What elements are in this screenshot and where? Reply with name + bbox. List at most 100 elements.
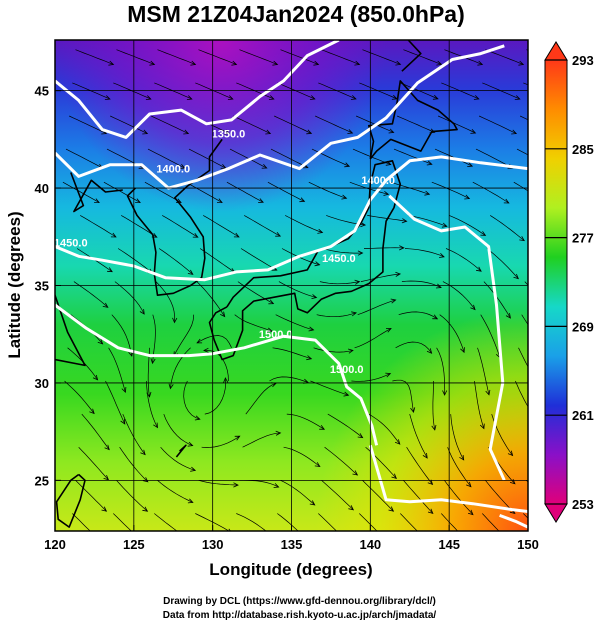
streamline (283, 446, 321, 467)
streamline (78, 446, 109, 481)
streamline-arrowhead (345, 539, 350, 544)
wind-streamlines (62, 49, 541, 546)
streamline-arrowhead (459, 454, 465, 461)
streamline-arrowhead (216, 198, 223, 203)
streamline-arrowhead (149, 60, 156, 66)
streamline (234, 314, 273, 332)
credit-dcl: Drawing by DCL (https://www.gfd-dennou.o… (163, 596, 436, 607)
streamline-arrowhead (223, 377, 229, 383)
streamline-arrowhead (102, 302, 109, 308)
streamline (154, 513, 178, 531)
streamline-arrowhead (261, 163, 268, 169)
streamline (122, 413, 146, 455)
streamline (163, 413, 193, 446)
streamline-arrowhead (150, 358, 156, 365)
streamline (64, 380, 95, 414)
y-axis-label: Latitude (degrees) (5, 211, 24, 358)
coastline (401, 40, 422, 72)
height-contours: 1350.0 1400.0 1400.0 1450.0 1450.0 1500.0 1500… (55, 40, 528, 529)
streamline (170, 347, 191, 389)
streamline (185, 181, 223, 203)
streamline-arrowhead (233, 482, 239, 488)
streamline (396, 115, 435, 133)
streamline (482, 513, 500, 531)
streamline-arrowhead (460, 347, 465, 354)
streamline-arrowhead (536, 384, 541, 389)
streamline-arrowhead (479, 423, 485, 430)
streamline (117, 248, 153, 274)
streamline-arrowhead (319, 425, 326, 430)
streamline-arrowhead (92, 374, 99, 381)
streamline-arrowhead (426, 160, 433, 166)
streamline (401, 280, 442, 288)
streamline (108, 347, 126, 393)
streamline-arrowhead (426, 348, 433, 354)
streamline-arrowhead (309, 500, 316, 506)
colorbar-tick-label: 293 (572, 53, 594, 68)
streamline-arrowhead (146, 391, 152, 398)
streamline-arrowhead (273, 483, 280, 488)
streamline (269, 376, 309, 383)
streamline (195, 513, 230, 531)
streamline (445, 248, 482, 272)
streamline (392, 379, 414, 413)
streamline (278, 281, 317, 298)
streamline-arrowhead (94, 198, 100, 203)
streamline-arrowhead (275, 430, 282, 436)
streamline-arrowhead (519, 236, 525, 242)
streamline-arrowhead (268, 95, 275, 100)
streamline (400, 513, 418, 531)
streamline-arrowhead (311, 294, 318, 299)
streamline-arrowhead (388, 128, 395, 134)
streamline-arrowhead (436, 60, 443, 66)
y-axis: 25 30 35 40 45 (35, 84, 61, 488)
contour-label: 1500.0 (330, 364, 364, 376)
streamline-arrowhead (101, 506, 108, 512)
streamline-arrowhead (344, 162, 351, 168)
streamline-arrowhead (305, 538, 310, 543)
streamline (486, 248, 519, 279)
streamline (321, 480, 354, 511)
streamline (274, 115, 312, 134)
y-tick-label: 25 (35, 473, 49, 488)
streamline-arrowhead (507, 450, 514, 457)
streamline-arrowhead (258, 198, 264, 203)
streamline-arrowhead (354, 279, 361, 285)
streamline (81, 413, 110, 450)
coastline (55, 293, 86, 367)
x-tick-label: 125 (123, 537, 145, 552)
streamline (406, 447, 433, 485)
streamline-arrowhead (103, 474, 110, 481)
height-contour (368, 444, 528, 513)
streamline (270, 148, 308, 168)
streamline (116, 49, 155, 65)
streamline (272, 347, 312, 360)
streamline-arrowhead (383, 190, 390, 196)
streamline (72, 513, 91, 531)
streamline-arrowhead (352, 470, 359, 476)
streamline (114, 281, 145, 315)
streamline (409, 414, 428, 459)
streamline-arrowhead (508, 541, 513, 546)
streamline-arrowhead (442, 390, 448, 396)
streamline (157, 480, 193, 503)
streamline-arrowhead (89, 408, 95, 415)
streamline (313, 347, 353, 353)
height-contour (499, 513, 528, 529)
streamline (403, 480, 434, 514)
streamline (321, 49, 360, 65)
colorbar-scale (544, 59, 568, 505)
streamline (157, 49, 196, 65)
streamline-arrowhead (427, 479, 434, 486)
streamline-arrowhead (267, 531, 272, 535)
streamline-arrowhead (354, 60, 361, 66)
coastline (70, 172, 123, 213)
streamline-arrowhead (140, 449, 146, 456)
streamline (155, 281, 176, 323)
streamline-arrowhead (268, 299, 275, 305)
streamline-arrowhead (306, 129, 313, 135)
streamline (354, 328, 392, 349)
streamline (280, 479, 315, 506)
colorbar-tick-label: 253 (572, 497, 594, 512)
